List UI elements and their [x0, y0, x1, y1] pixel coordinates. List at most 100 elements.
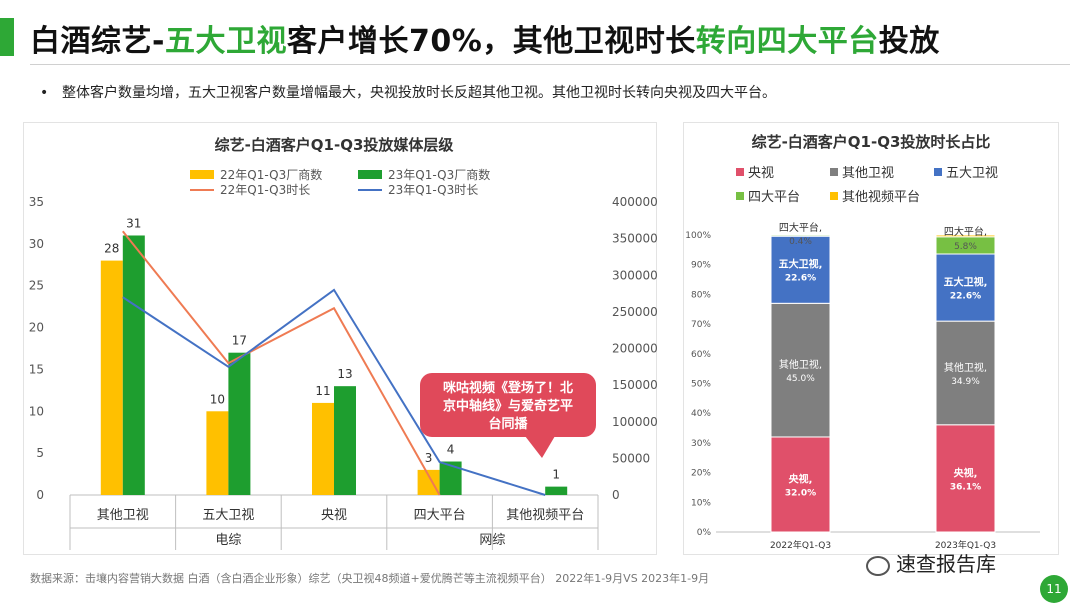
x-category-label: 四大平台 [414, 508, 466, 523]
y-tick-label: 20% [691, 469, 711, 479]
stack-segment [935, 234, 996, 238]
title-part-3: 客户增长70%，其他卫视时长 [286, 24, 696, 59]
x-category-label: 其他卫视 [97, 508, 149, 523]
title-highlight-1: 五大卫视 [164, 24, 287, 59]
y-right-tick: 0 [612, 488, 620, 502]
y-tick-label: 10% [691, 498, 711, 508]
y-tick-label: 60% [691, 350, 711, 360]
segment-label: 36.1% [950, 482, 981, 492]
y-left-tick: 25 [29, 279, 44, 293]
legend-swatch [736, 192, 744, 200]
legend-label-0: 22年Q1-Q3厂商数 [220, 167, 322, 182]
segment-label: 22.6% [950, 292, 981, 302]
annotation-pointer [525, 436, 555, 458]
line-series-22 [122, 230, 441, 496]
y-right-tick: 400000 [612, 195, 658, 209]
y-right-tick: 150000 [612, 378, 658, 392]
legend-swatch [736, 168, 744, 176]
y-tick-label: 80% [691, 290, 711, 300]
stack-segment [935, 424, 996, 533]
group-label: 电综 [215, 533, 241, 548]
legend-label: 五大卫视 [946, 166, 998, 181]
legend-label-3: 23年Q1-Q3时长 [388, 183, 478, 197]
stack-segment [770, 302, 831, 438]
legend-swatch [830, 192, 838, 200]
y-tick-label: 100% [685, 231, 711, 241]
segment-label: 四大平台, [779, 221, 822, 234]
y-tick-label: 0% [697, 528, 712, 538]
legend-swatch [934, 168, 942, 176]
stack-segment [770, 436, 831, 533]
title-divider [30, 64, 1070, 65]
bar-data-label: 10 [210, 392, 225, 406]
title-part-1: 白酒综艺- [30, 24, 165, 59]
bar-22 [206, 411, 229, 495]
legend-label: 其他卫视 [842, 166, 894, 181]
bar-23 [545, 486, 568, 495]
y-tick-label: 30% [691, 439, 711, 449]
x-category-label: 其他视频平台 [506, 508, 584, 523]
y-left-tick: 0 [36, 488, 44, 502]
segment-label: 5.8% [954, 242, 977, 252]
y-tick-label: 50% [691, 380, 711, 390]
annotation-callout [420, 373, 596, 437]
annotation-text: 京中轴线》与爱奇艺平 [443, 398, 573, 414]
y-right-tick: 100000 [612, 415, 658, 429]
legend-label: 四大平台 [748, 190, 800, 205]
bullet-marker: • [40, 85, 49, 101]
annotation-text: 咪咕视频《登场了！北 [443, 380, 573, 396]
bullet-text: 整体客户数量均增，五大卫视客户数量增幅最大，央视投放时长反超其他卫视。其他卫视时… [62, 85, 776, 101]
page-number: 11 [1040, 575, 1068, 603]
title-highlight-2: 转向四大平台 [695, 24, 879, 59]
bar-data-label: 13 [337, 367, 352, 381]
bar-data-label: 1 [552, 468, 560, 482]
x-category-label: 央视 [321, 508, 347, 523]
legend-label-1: 23年Q1-Q3厂商数 [388, 167, 490, 182]
stack-segment [770, 235, 831, 304]
y-left-tick: 10 [29, 404, 44, 418]
y-left-tick: 35 [29, 195, 44, 209]
segment-label: 22.6% [785, 274, 816, 284]
y-left-tick: 15 [29, 362, 44, 376]
chart2-title: 综艺-白酒客户Q1-Q3投放时长占比 [752, 133, 991, 151]
y-right-tick: 200000 [612, 342, 658, 356]
segment-label: 五大卫视, [779, 258, 823, 271]
segment-label: 32.0% [785, 488, 816, 498]
bar-23 [439, 461, 462, 495]
y-tick-label: 40% [691, 409, 711, 419]
legend-swatch-1 [358, 170, 382, 179]
bar-data-label: 31 [126, 216, 141, 230]
right-chart-panel [683, 122, 1059, 555]
legend-swatch-0 [190, 170, 214, 179]
y-right-tick: 300000 [612, 268, 658, 282]
legend-label: 央视 [748, 166, 774, 181]
data-source-note: 数据来源：击壤内容营销大数据 白酒（含白酒企业形象）综艺（央卫视48频道+爱优腾… [30, 572, 710, 585]
bar-23 [334, 386, 356, 495]
summary-bullet: • 整体客户数量均增，五大卫视客户数量增幅最大，央视投放时长反超其他卫视。其他卫视… [40, 82, 776, 102]
segment-label: 其他卫视, [779, 358, 822, 371]
bar-data-label: 17 [232, 334, 247, 348]
segment-label: 34.9% [951, 377, 980, 387]
bar-data-label: 28 [104, 242, 119, 256]
segment-label: 央视, [954, 466, 978, 479]
footer-brand: 速查报告库 [866, 548, 996, 577]
bar-data-label: 4 [447, 443, 455, 457]
y-left-tick: 20 [29, 321, 44, 335]
y-tick-label: 90% [691, 261, 711, 271]
wechat-icon [866, 555, 890, 576]
segment-label: 央视, [789, 472, 813, 485]
y-right-tick: 250000 [612, 305, 658, 319]
bar-22 [100, 260, 123, 495]
y-tick-label: 70% [691, 320, 711, 330]
legend-swatch [830, 168, 838, 176]
x-category-label: 五大卫视 [202, 508, 254, 523]
line-series-23 [122, 288, 546, 496]
legend-label-2: 22年Q1-Q3时长 [220, 183, 310, 197]
segment-label: 四大平台, [944, 225, 987, 238]
title-part-5: 投放 [878, 24, 940, 59]
segment-label: 其他卫视, [944, 361, 987, 374]
stack-segment [935, 320, 996, 426]
y-left-tick: 5 [36, 446, 44, 460]
